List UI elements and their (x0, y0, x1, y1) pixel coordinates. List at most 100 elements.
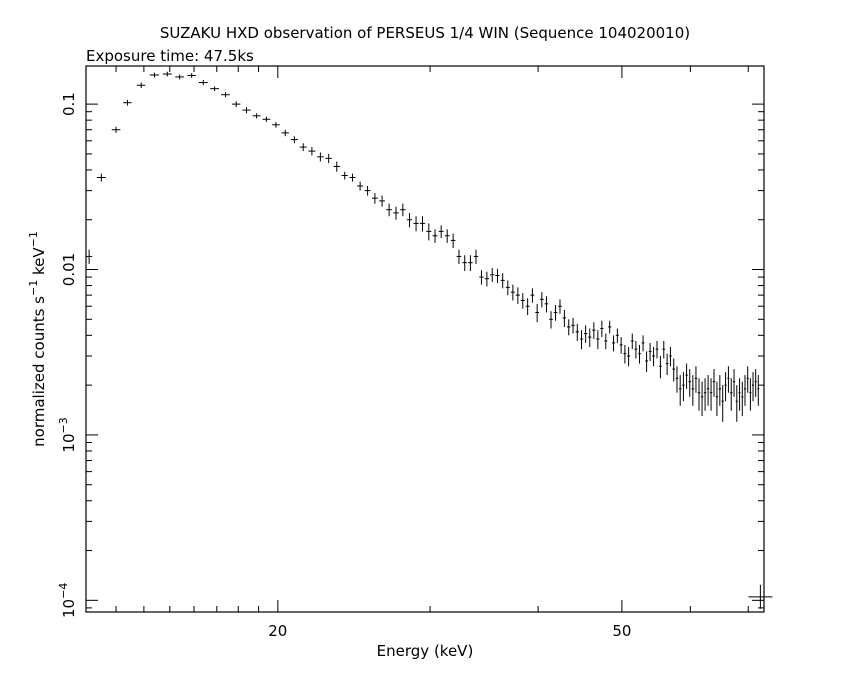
data-point (86, 249, 93, 264)
data-point (419, 216, 426, 232)
data-point (400, 203, 406, 217)
data-point (333, 161, 340, 172)
data-point (432, 229, 438, 243)
data-point (655, 340, 659, 359)
data-point (393, 206, 399, 220)
data-point (515, 287, 520, 304)
data-point (364, 185, 371, 196)
x-axis-label: Energy (keV) (377, 642, 474, 660)
data-point (746, 366, 749, 393)
data-point (718, 375, 721, 406)
data-point (672, 358, 676, 382)
data-point (682, 372, 685, 402)
data-point (691, 375, 695, 406)
data-point (479, 270, 484, 285)
data-point (290, 136, 298, 144)
data-point (675, 366, 679, 393)
data-point (535, 303, 540, 323)
plot-frame (85, 65, 765, 613)
data-point (379, 195, 385, 207)
data-point (721, 385, 724, 422)
data-point (413, 216, 419, 232)
data-point (371, 193, 378, 204)
data-point (612, 335, 616, 352)
data-point (473, 249, 479, 264)
x-tick-label: 20 (268, 622, 287, 640)
data-point (619, 337, 623, 354)
data-point (615, 328, 619, 343)
data-point (738, 378, 741, 411)
data-point (450, 233, 456, 248)
data-point (281, 129, 289, 137)
y-tick-label: 0.01 (60, 253, 78, 286)
y-tick-label: 10−4 (57, 583, 78, 618)
y-axis-label-mid: keV (30, 247, 48, 280)
data-point (341, 171, 348, 180)
data-point (694, 366, 698, 393)
data-point (665, 353, 669, 376)
data-point (539, 292, 544, 308)
data-point (198, 79, 208, 86)
y-tick-label-exp: −3 (57, 417, 70, 433)
data-point (137, 82, 146, 89)
x-tick-label: 50 (612, 622, 631, 640)
data-point (484, 271, 490, 287)
data-point (669, 347, 672, 367)
data-point (623, 344, 627, 364)
y-axis-label: normalized counts s−1 keV−1 (27, 231, 48, 447)
data-point (634, 340, 638, 359)
data-point (754, 369, 757, 397)
data-points (86, 71, 773, 609)
data-point (444, 229, 450, 243)
data-point (325, 153, 332, 164)
data-point (700, 381, 704, 417)
data-point (210, 86, 219, 92)
data-point (743, 375, 747, 406)
data-point (349, 173, 356, 182)
data-point (735, 385, 738, 422)
data-point (627, 347, 631, 367)
data-point (438, 225, 444, 239)
y-tick-label: 0.1 (60, 92, 78, 116)
data-point (272, 121, 280, 128)
data-point (571, 317, 575, 334)
data-point (751, 372, 755, 402)
data-point (500, 273, 505, 289)
data-point (641, 335, 645, 352)
data-point (730, 378, 733, 411)
data-point (187, 73, 196, 78)
data-point (583, 325, 588, 343)
y-tick-label: 10−3 (57, 417, 78, 452)
y-axis-label-sup2: −1 (27, 231, 40, 247)
data-point (562, 309, 567, 327)
data-point (242, 107, 251, 114)
data-point (645, 351, 649, 373)
data-point (123, 99, 132, 106)
data-point (652, 347, 655, 367)
data-point (530, 288, 535, 303)
data-point (748, 584, 773, 609)
chart-title: SUZAKU HXD observation of PERSEUS 1/4 WI… (160, 24, 690, 42)
data-point (221, 92, 230, 98)
data-point (262, 116, 271, 122)
y-axis-label-sup1: −1 (27, 280, 40, 296)
data-point (162, 71, 172, 77)
data-point (732, 369, 736, 397)
data-point (741, 381, 744, 417)
data-point (231, 101, 241, 108)
data-point (638, 344, 641, 364)
data-point (149, 72, 160, 78)
data-point (308, 147, 316, 156)
data-point (175, 74, 185, 80)
data-point (678, 375, 682, 406)
data-point (567, 319, 571, 336)
data-point (553, 305, 558, 321)
data-point (456, 249, 462, 264)
data-point (688, 369, 691, 397)
x-axis: 20 50 (115, 66, 749, 640)
data-point (715, 381, 719, 417)
data-point (520, 293, 525, 309)
chart-subtitle: Exposure time: 47.5ks (86, 47, 254, 65)
